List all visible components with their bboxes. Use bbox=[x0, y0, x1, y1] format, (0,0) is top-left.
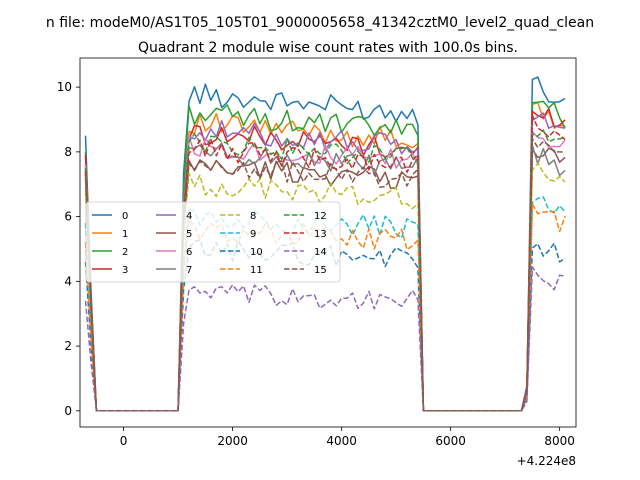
chart-title: Quadrant 2 module wise count rates with … bbox=[138, 40, 518, 56]
legend-label: 13 bbox=[314, 229, 327, 240]
legend-label: 11 bbox=[250, 265, 263, 276]
x-offset-label: +4.224e8 bbox=[517, 454, 576, 468]
legend-label: 14 bbox=[314, 247, 327, 258]
y-tick-label: 8 bbox=[64, 145, 72, 159]
x-tick-label: 4000 bbox=[326, 434, 357, 448]
legend-label: 8 bbox=[250, 211, 256, 222]
legend-label: 0 bbox=[122, 211, 128, 222]
series-line-14 bbox=[84, 266, 566, 412]
y-tick-label: 2 bbox=[64, 339, 72, 353]
x-axis: 0 2000 4000 6000 8000 bbox=[120, 427, 575, 448]
legend-label: 9 bbox=[250, 229, 256, 240]
axes-frame bbox=[79, 57, 577, 428]
legend-label: 12 bbox=[314, 211, 327, 222]
x-tick-label: 2000 bbox=[217, 434, 248, 448]
y-tick-label: 10 bbox=[57, 80, 72, 94]
legend-label: 15 bbox=[314, 265, 327, 276]
y-axis: 0 2 4 6 8 10 bbox=[57, 80, 80, 418]
y-tick-label: 4 bbox=[64, 274, 72, 288]
series-line-15 bbox=[84, 138, 566, 412]
chart-suptitle: n file: modeM0/AS1T05_105T01_9000005658_… bbox=[46, 15, 594, 31]
y-tick-label: 6 bbox=[64, 210, 72, 224]
x-tick-label: 8000 bbox=[544, 434, 575, 448]
legend-label: 4 bbox=[186, 211, 192, 222]
y-tick-label: 0 bbox=[64, 404, 72, 418]
series-line-8 bbox=[84, 162, 566, 412]
x-tick-label: 6000 bbox=[435, 434, 466, 448]
legend-box bbox=[85, 201, 341, 283]
legend-label: 6 bbox=[186, 247, 192, 258]
legend-label: 3 bbox=[122, 265, 128, 276]
legend-label: 2 bbox=[122, 247, 128, 258]
legend-label: 10 bbox=[250, 247, 263, 258]
x-tick-label: 0 bbox=[120, 434, 128, 448]
legend-label: 5 bbox=[186, 229, 192, 240]
legend-label: 7 bbox=[186, 265, 192, 276]
legend-label: 1 bbox=[122, 229, 128, 240]
